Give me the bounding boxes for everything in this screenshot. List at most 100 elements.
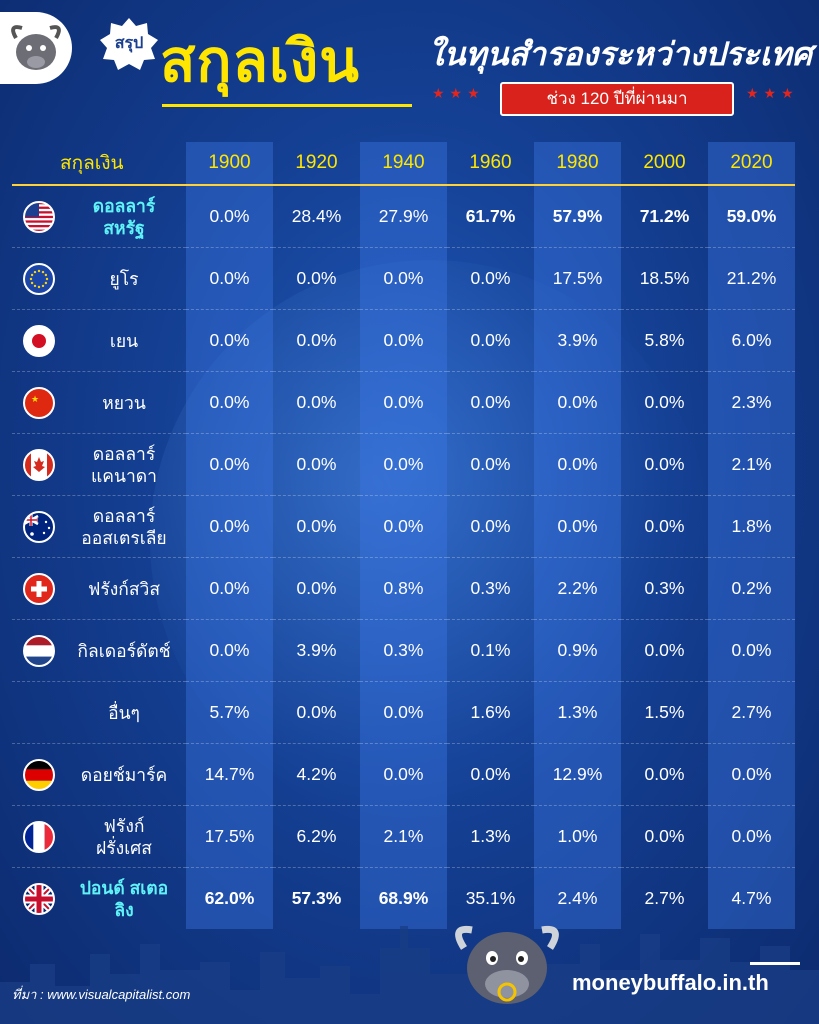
value-cell-1920: 28.4% [273, 185, 360, 248]
value-cell-1900: 0.0% [186, 495, 273, 558]
value-cell-1900: 0.0% [186, 309, 273, 372]
value-cell-1960: 1.6% [447, 681, 534, 744]
table-row: เยน 0.0% 0.0% 0.0% 0.0% 3.9% 5.8% 6.0% [12, 309, 795, 372]
summary-badge-label: สรุป [114, 35, 144, 52]
value-cell-2020: 6.0% [708, 309, 795, 372]
china-flag-icon: ★ [22, 386, 56, 420]
value-cell-1900: 0.0% [186, 619, 273, 682]
currency-name: ดอลลาร์ แคนาดา [91, 443, 157, 486]
value-cell-2020: 21.2% [708, 247, 795, 310]
value-cell-2020: 0.0% [708, 805, 795, 868]
value-cell-2000: 0.0% [621, 495, 708, 558]
table-row: ดอลลาร์ สหรัฐ 0.0% 28.4% 27.9% 61.7% 57.9% 71.… [12, 185, 795, 248]
table-row: อื่นๆ 5.7% 0.0% 0.0% 1.6% 1.3% 1.5% 2.7% [12, 681, 795, 744]
value-cell-1920: 3.9% [273, 619, 360, 682]
table-row: ดอลลาร์ แคนาดา 0.0% 0.0% 0.0% 0.0% 0.0% 0.0% 2.… [12, 433, 795, 496]
value-cell-2000: 0.0% [621, 805, 708, 868]
currency-cell: ดอยช์มาร์ค [12, 743, 186, 806]
value-cell-1940: 0.0% [360, 681, 447, 744]
canada-flag-icon [22, 448, 56, 482]
year-header-1900: 1900 [186, 142, 273, 186]
value-cell-1900: 17.5% [186, 805, 273, 868]
value-cell-2020: 2.1% [708, 433, 795, 496]
currency-name: ยูโร [109, 268, 139, 289]
value-cell-2020: 1.8% [708, 495, 795, 558]
value-cell-1920: 0.0% [273, 681, 360, 744]
brand-website: moneybuffalo.in.th [572, 970, 769, 995]
currency-cell: อื่นๆ [12, 681, 186, 744]
value-cell-1960: 0.0% [447, 433, 534, 496]
currency-cell: ดอลลาร์ แคนาดา [12, 433, 186, 496]
value-cell-1920: 0.0% [273, 309, 360, 372]
table-row: ดอลลาร์ ออสเตรเลีย 0.0% 0.0% 0.0% 0.0% 0.0% 0.… [12, 495, 795, 558]
reserve-currency-table: สกุลเงิน 1900 1920 1940 1960 1980 2000 2020 ดอ… [12, 142, 795, 929]
value-cell-2000: 0.0% [621, 371, 708, 434]
source-credit: ที่มา : www.visualcapitalist.com [12, 987, 191, 1002]
value-cell-2000: 2.7% [644, 888, 685, 908]
value-cell-1900: 0.0% [186, 433, 273, 496]
summary-badge: สรุป [100, 18, 158, 70]
value-cell-2000: 71.2% [621, 185, 708, 248]
value-cell-1960: 1.3% [447, 805, 534, 868]
year-header-2000: 2000 [621, 142, 708, 186]
value-cell-1980: 2.4% [534, 867, 621, 929]
value-cell-1980: 0.0% [534, 495, 621, 558]
currency-name: ดอยช์มาร์ค [80, 764, 168, 785]
value-cell-1900: 0.0% [186, 185, 273, 248]
netherlands-flag-icon [22, 634, 56, 668]
value-cell-1960: 0.0% [447, 743, 534, 806]
value-cell-1980: 1.0% [534, 805, 621, 868]
germany-flag-icon [22, 758, 56, 792]
year-header-2020: 2020 [708, 142, 795, 186]
table-row: ★ หยวน 0.0% 0.0% 0.0% 0.0% 0.0% 0.0% 2.3% [12, 371, 795, 434]
uk-flag-icon [22, 882, 56, 916]
currency-name: อื่นๆ [108, 702, 140, 723]
value-cell-1940: 2.1% [360, 805, 447, 868]
value-cell-1940: 68.9% [360, 867, 447, 929]
value-cell-1900: 14.7% [186, 743, 273, 806]
value-cell-1980: 3.9% [534, 309, 621, 372]
switzerland-flag-icon [22, 572, 56, 606]
year-header-1940: 1940 [360, 142, 447, 186]
value-cell-1980: 0.9% [534, 619, 621, 682]
column-header-currency: สกุลเงิน [12, 142, 186, 186]
period-label: ช่วง 120 ปีที่ผ่านมา [500, 82, 734, 116]
currency-cell: ยูโร [12, 247, 186, 310]
currency-cell: ฟรังก์สวิส [12, 557, 186, 620]
currency-cell: เยน [12, 309, 186, 372]
value-cell-1940: 0.0% [360, 433, 447, 496]
value-cell-2020: 2.3% [708, 371, 795, 434]
value-cell-1920: 0.0% [273, 433, 360, 496]
value-cell-2020: 0.2% [708, 557, 795, 620]
svg-text:★: ★ [31, 395, 39, 405]
table-row: ปอนด์ สเตอลิง 62.0% 57.3% 68.9% 35.1% 2.4% 2.7… [12, 867, 795, 930]
value-cell-1920: 0.0% [273, 371, 360, 434]
value-cell-1920: 57.3% [291, 888, 342, 908]
table-row: ฟรังก์สวิส 0.0% 0.0% 0.8% 0.3% 2.2% 0.3% 0.2% [12, 557, 795, 620]
value-cell-1900: 0.0% [186, 371, 273, 434]
value-cell-1980: 17.5% [534, 247, 621, 310]
title-underline [162, 104, 412, 107]
year-header-1920: 1920 [273, 142, 360, 186]
buffalo-logo [0, 12, 72, 84]
currency-cell: ดอลลาร์ สหรัฐ [12, 185, 186, 248]
value-cell-1920: 4.2% [273, 743, 360, 806]
city-skyline [0, 926, 819, 1024]
currency-cell: ดอลลาร์ ออสเตรเลีย [12, 495, 186, 558]
value-cell-2000: 0.3% [621, 557, 708, 620]
value-cell-2000: 0.0% [621, 619, 708, 682]
value-cell-2020: 0.0% [708, 619, 795, 682]
value-cell-1960: 0.0% [447, 309, 534, 372]
usa-flag-icon [22, 200, 56, 234]
currency-cell: ★ หยวน [12, 371, 186, 434]
eu-flag-icon [22, 262, 56, 296]
value-cell-2020: 2.7% [708, 681, 795, 744]
value-cell-2000: 0.0% [621, 743, 708, 806]
value-cell-1900: 0.0% [186, 247, 273, 310]
value-cell-2020: 0.0% [708, 743, 795, 806]
value-cell-1940: 0.3% [360, 619, 447, 682]
value-cell-1960: 0.1% [447, 619, 534, 682]
stars-decoration-left: ★★★ [432, 86, 485, 102]
table-header-row: สกุลเงิน 1900 1920 1940 1960 1980 2000 2020 [12, 142, 795, 186]
currency-cell: ปอนด์ สเตอลิง [12, 868, 186, 930]
